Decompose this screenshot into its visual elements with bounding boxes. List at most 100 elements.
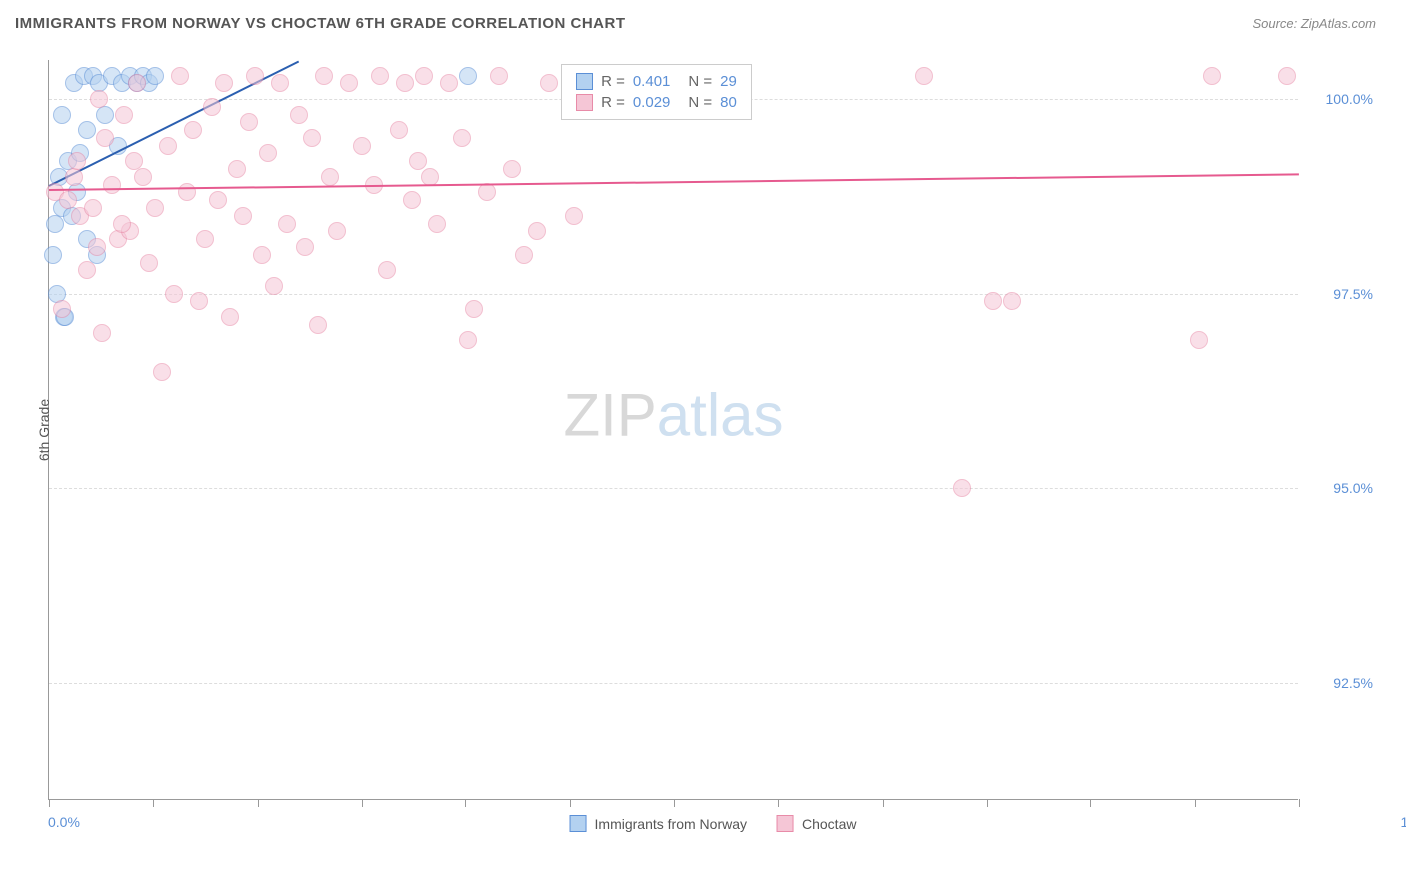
data-point [415, 67, 433, 85]
data-point [1278, 67, 1296, 85]
legend-swatch [570, 815, 587, 832]
data-point [59, 191, 77, 209]
data-point [159, 137, 177, 155]
data-point [221, 308, 239, 326]
plot-area: ZIPatlas 92.5%95.0%97.5%100.0%R = 0.401N… [48, 60, 1298, 800]
legend-item: Immigrants from Norway [570, 815, 747, 832]
legend-r-value: 0.029 [633, 94, 671, 111]
data-point [271, 74, 289, 92]
data-point [278, 215, 296, 233]
data-point [253, 246, 271, 264]
data-point [303, 129, 321, 147]
data-point [128, 74, 146, 92]
data-point [146, 199, 164, 217]
watermark-zip: ZIP [563, 381, 656, 448]
data-point [46, 215, 64, 233]
correlation-chart: ZIPatlas 92.5%95.0%97.5%100.0%R = 0.401N… [48, 60, 1378, 800]
legend-swatch [576, 94, 593, 111]
data-point [403, 191, 421, 209]
watermark: ZIPatlas [563, 380, 783, 449]
x-tick [883, 799, 884, 807]
data-point [396, 74, 414, 92]
legend-label: Immigrants from Norway [595, 816, 747, 832]
data-point [378, 261, 396, 279]
watermark-atlas: atlas [657, 381, 784, 448]
y-tick-label: 92.5% [1333, 675, 1373, 691]
x-tick [258, 799, 259, 807]
data-point [93, 324, 111, 342]
data-point [321, 168, 339, 186]
data-point [1190, 331, 1208, 349]
data-point [371, 67, 389, 85]
data-point [44, 246, 62, 264]
chart-title: IMMIGRANTS FROM NORWAY VS CHOCTAW 6TH GR… [15, 15, 626, 32]
y-tick-label: 95.0% [1333, 480, 1373, 496]
gridline-h [49, 294, 1298, 295]
legend-n-value: 80 [720, 94, 737, 111]
legend-r-label: R = [601, 73, 625, 90]
data-point [353, 137, 371, 155]
data-point [209, 191, 227, 209]
data-point [90, 90, 108, 108]
data-point [315, 67, 333, 85]
x-tick [465, 799, 466, 807]
data-point [503, 160, 521, 178]
stats-legend: R = 0.401N = 29R = 0.029N = 80 [561, 64, 752, 120]
data-point [228, 160, 246, 178]
data-point [428, 215, 446, 233]
x-axis-max-label: 100.0% [1401, 814, 1406, 830]
data-point [96, 106, 114, 124]
data-point [68, 152, 86, 170]
data-point [1203, 67, 1221, 85]
x-tick [674, 799, 675, 807]
legend-label: Choctaw [802, 816, 856, 832]
series-legend: Immigrants from Norway Choctaw [570, 815, 857, 832]
y-tick-label: 97.5% [1333, 286, 1373, 302]
data-point [265, 277, 283, 295]
data-point [465, 300, 483, 318]
data-point [215, 74, 233, 92]
data-point [421, 168, 439, 186]
x-tick [1195, 799, 1196, 807]
data-point [540, 74, 558, 92]
x-tick [153, 799, 154, 807]
legend-swatch [576, 73, 593, 90]
data-point [84, 199, 102, 217]
data-point [78, 261, 96, 279]
legend-item: Choctaw [777, 815, 856, 832]
x-tick [362, 799, 363, 807]
legend-swatch [777, 815, 794, 832]
legend-n-label: N = [688, 73, 712, 90]
data-point [165, 285, 183, 303]
data-point [134, 168, 152, 186]
data-point [78, 121, 96, 139]
stats-legend-row: R = 0.029N = 80 [576, 92, 737, 113]
data-point [984, 292, 1002, 310]
data-point [246, 67, 264, 85]
x-axis-min-label: 0.0% [48, 814, 80, 830]
x-tick [570, 799, 571, 807]
data-point [309, 316, 327, 334]
data-point [440, 74, 458, 92]
x-tick [778, 799, 779, 807]
gridline-h [49, 683, 1298, 684]
data-point [171, 67, 189, 85]
data-point [296, 238, 314, 256]
data-point [53, 106, 71, 124]
data-point [290, 106, 308, 124]
data-point [65, 168, 83, 186]
data-point [53, 300, 71, 318]
data-point [478, 183, 496, 201]
data-point [234, 207, 252, 225]
data-point [115, 106, 133, 124]
y-tick-label: 100.0% [1326, 91, 1373, 107]
data-point [125, 152, 143, 170]
data-point [409, 152, 427, 170]
data-point [528, 222, 546, 240]
data-point [459, 67, 477, 85]
data-point [515, 246, 533, 264]
data-point [340, 74, 358, 92]
source-attribution: Source: ZipAtlas.com [1252, 16, 1376, 31]
gridline-h [49, 488, 1298, 489]
data-point [390, 121, 408, 139]
